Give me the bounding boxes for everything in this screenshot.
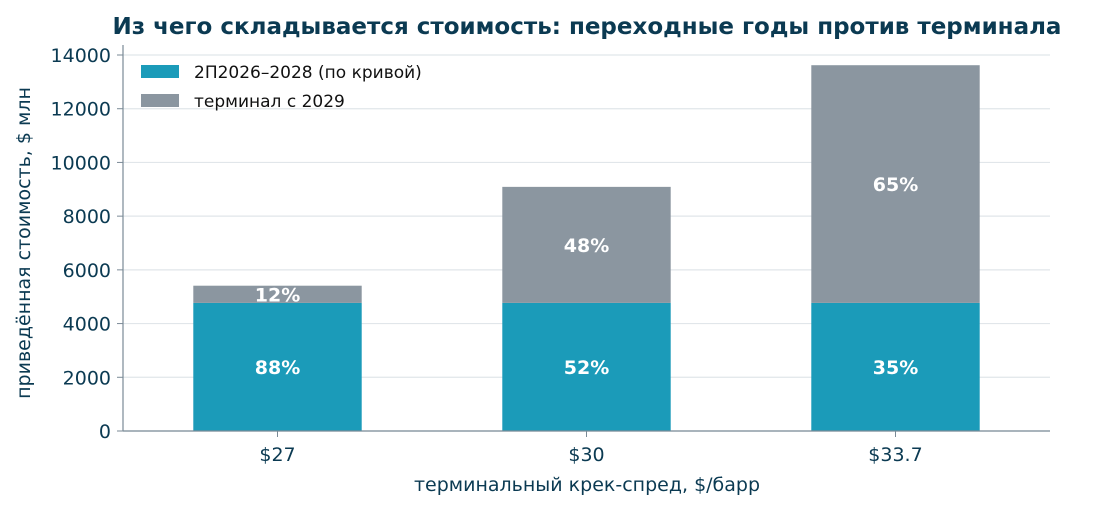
bar-segment-series-1: [193, 302, 362, 431]
x-tick-label: $33.7: [868, 444, 922, 466]
x-axis-label: терминальный крек-спред, $/барр: [414, 474, 760, 496]
y-tick-label: 8000: [63, 206, 111, 228]
y-tick-label: 6000: [63, 260, 111, 282]
legend-label-series-1: 2П2026–2028 (по кривой): [194, 63, 422, 83]
bars: 88% 12% 52% 48% 35% 65%: [193, 65, 980, 431]
x-tick-label: $27: [259, 444, 295, 466]
y-tick-label: 10000: [51, 152, 111, 174]
bar-segment-series-2: [193, 285, 362, 303]
bar-segment-series-1: [502, 302, 671, 431]
y-axis-ticks: 0 2000 4000 6000 8000 10000 12000 14000: [51, 45, 123, 443]
legend-swatch-series-1: [141, 65, 179, 78]
legend-label-series-2: терминал с 2029: [194, 92, 345, 112]
bar-data-label: 52%: [564, 357, 609, 379]
chart-title: Из чего складывается стоимость: переходн…: [113, 14, 1062, 40]
y-tick-label: 2000: [63, 367, 111, 389]
bar-segment-series-1: [811, 302, 980, 431]
bar-segment-series-2: [811, 65, 980, 303]
bar-data-label: 35%: [873, 357, 918, 379]
x-tick-label: $30: [568, 444, 604, 466]
y-tick-label: 12000: [51, 99, 111, 121]
bar-data-label: 48%: [564, 235, 609, 257]
legend: 2П2026–2028 (по кривой) терминал с 2029: [141, 63, 422, 112]
y-tick-label: 14000: [51, 45, 111, 67]
bar-data-label: 12%: [255, 284, 300, 306]
bar-segment-series-2: [502, 186, 671, 303]
legend-swatch-series-2: [141, 94, 179, 107]
bar-data-label: 88%: [255, 357, 300, 379]
x-axis-ticks: $27 $30 $33.7: [259, 431, 923, 466]
y-tick-label: 0: [99, 421, 111, 443]
y-tick-label: 4000: [63, 314, 111, 336]
y-axis-label: приведённая стоимость, $ млн: [13, 87, 35, 399]
bar-data-label: 65%: [873, 174, 918, 196]
